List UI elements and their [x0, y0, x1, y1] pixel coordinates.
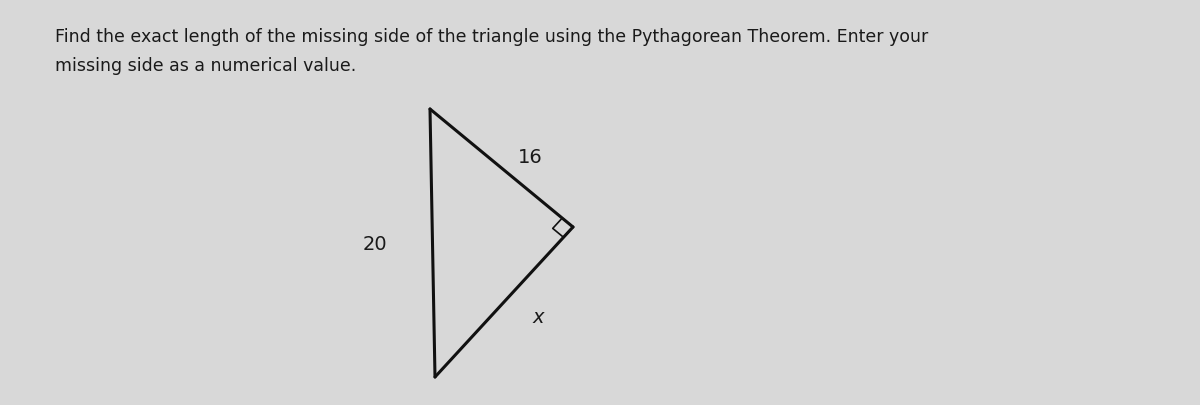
Text: x: x — [533, 308, 544, 327]
Text: 16: 16 — [517, 148, 542, 167]
Text: 20: 20 — [362, 235, 388, 254]
Text: Find the exact length of the missing side of the triangle using the Pythagorean : Find the exact length of the missing sid… — [55, 28, 929, 75]
